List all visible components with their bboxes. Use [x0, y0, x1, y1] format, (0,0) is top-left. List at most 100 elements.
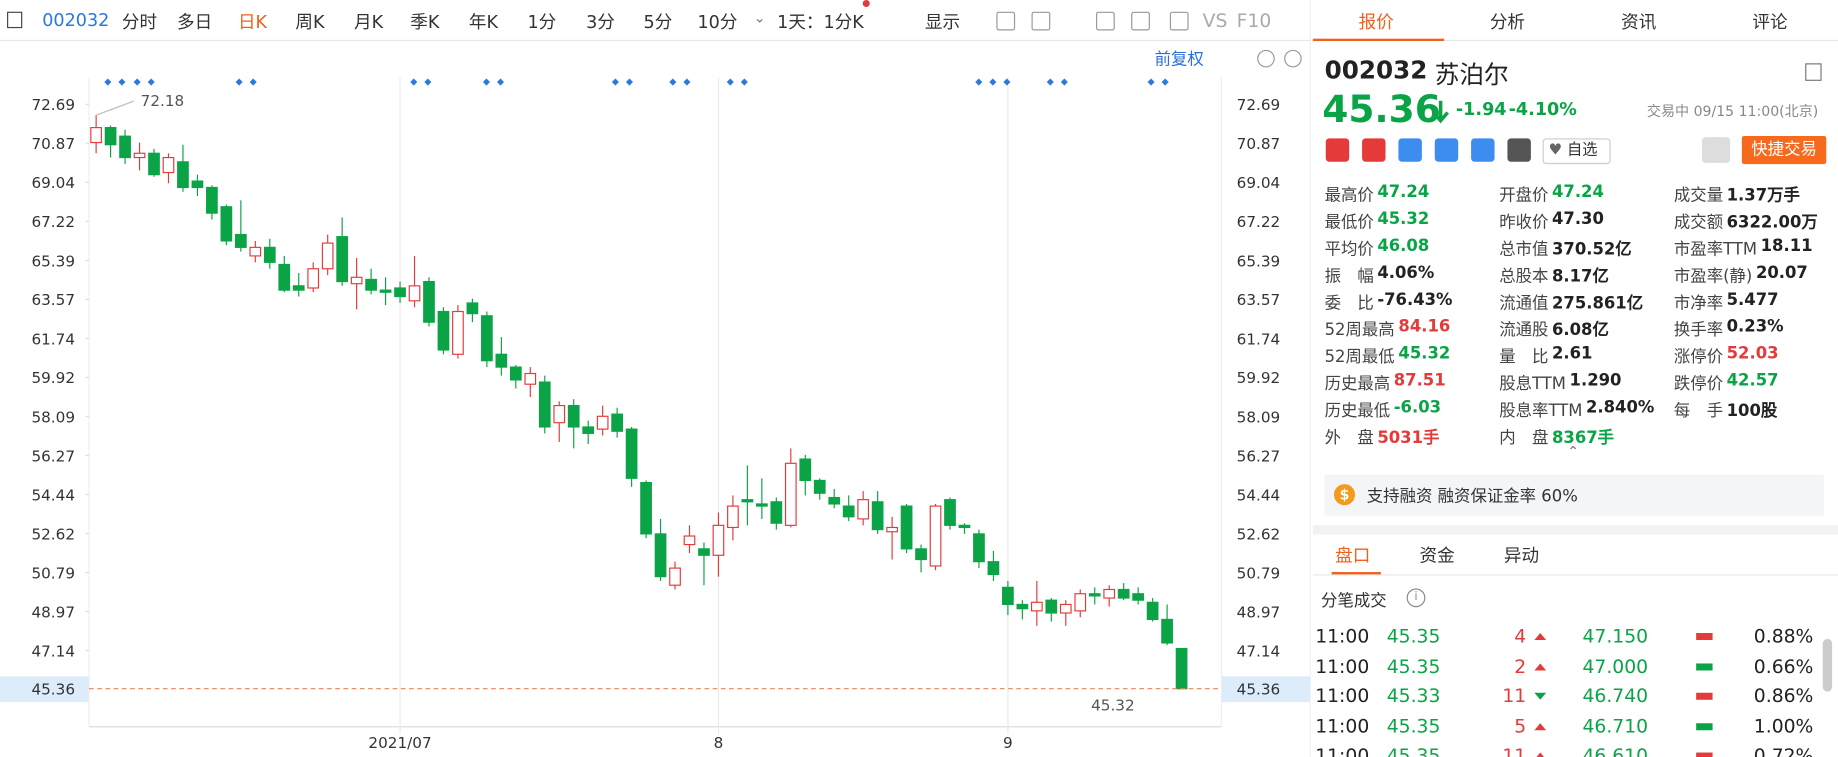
- event-marker: [669, 78, 677, 86]
- quote-tab[interactable]: 报价: [1358, 11, 1394, 33]
- trade-time: 11:00: [1315, 714, 1370, 737]
- tool-icon[interactable]: [1131, 11, 1150, 31]
- y-tick-label: 67.22: [31, 213, 75, 231]
- alert-button[interactable]: [1702, 137, 1731, 163]
- feature-icon[interactable]: [1507, 138, 1531, 162]
- section-gap: [1312, 525, 1838, 535]
- stat-value: 45.32: [1398, 344, 1451, 364]
- zoom-out[interactable]: [1257, 49, 1275, 68]
- period-tab[interactable]: 1分: [527, 11, 557, 33]
- candle-body: [871, 501, 884, 531]
- candle-body: [466, 302, 479, 315]
- candle-body: [683, 535, 696, 546]
- vs-button[interactable]: VS: [1202, 9, 1228, 32]
- stat-value: 370.52亿: [1551, 240, 1632, 260]
- tool-icon[interactable]: [1095, 11, 1115, 31]
- event-marker: [625, 78, 633, 86]
- trade-time: 11:00: [1315, 684, 1370, 707]
- event-marker: [1147, 78, 1155, 86]
- candle-body: [1117, 588, 1130, 599]
- scrollbar[interactable]: [1822, 638, 1833, 692]
- feature-icon[interactable]: [1362, 138, 1386, 162]
- period-tab[interactable]: 分时: [121, 11, 158, 33]
- info-icon[interactable]: i: [1406, 588, 1426, 608]
- period-select[interactable]: 1天：1分K: [777, 11, 864, 33]
- y-tick-label: 70.87: [31, 135, 75, 153]
- stat-label: 总市值: [1499, 240, 1549, 260]
- period-tab[interactable]: 周K: [295, 11, 325, 33]
- dropdown[interactable]: ⌄: [753, 9, 766, 26]
- y-tick-label: 59.92: [31, 369, 75, 387]
- toolbar: [0, 0, 1311, 42]
- feature-icon[interactable]: [1398, 138, 1422, 162]
- period-tab[interactable]: 3分: [586, 11, 615, 33]
- adjust-label[interactable]: 前复权: [1154, 50, 1204, 70]
- stat-label: 委 比: [1324, 294, 1374, 313]
- feature-icon[interactable]: [1325, 138, 1350, 162]
- candle-body: [321, 242, 334, 270]
- y2-tick-label: 65.39: [1237, 252, 1281, 270]
- tool-icon[interactable]: [996, 11, 1016, 31]
- y-tick-label: 54.44: [31, 486, 75, 504]
- candle-body: [119, 135, 131, 159]
- period-tab[interactable]: 多日: [177, 11, 213, 33]
- display-select[interactable]: 显示: [924, 11, 961, 33]
- stat-value: 8367手: [1551, 429, 1615, 448]
- candle-body: [162, 156, 175, 174]
- candle-body: [307, 268, 320, 289]
- period-tab[interactable]: 10分: [697, 11, 738, 33]
- y2-tick-label: 70.87: [1237, 135, 1281, 153]
- feature-icon[interactable]: [1434, 138, 1459, 162]
- event-marker: [424, 78, 432, 86]
- sub-tab[interactable]: 异动: [1503, 545, 1540, 567]
- expand-caret[interactable]: ⌃: [1567, 443, 1580, 460]
- menu-icon[interactable]: [7, 11, 23, 29]
- trade-volume: 2: [1514, 654, 1527, 677]
- sub-tabs-line: [1312, 574, 1838, 576]
- period-tab[interactable]: 季K: [410, 11, 440, 33]
- candle-body: [1161, 618, 1173, 644]
- y-tick-label: 69.04: [31, 174, 75, 192]
- stock-code[interactable]: 002032: [42, 9, 110, 31]
- zoom-in[interactable]: [1284, 49, 1302, 68]
- y-tick-label: 61.74: [31, 330, 75, 348]
- candle-body: [278, 263, 291, 291]
- y2-tick-label: 63.57: [1237, 291, 1281, 309]
- event-marker: [1161, 78, 1169, 86]
- quote-tab[interactable]: 资讯: [1621, 11, 1657, 33]
- candle-body: [944, 499, 956, 526]
- stat-label: 涨停价: [1673, 348, 1724, 367]
- period-tab[interactable]: 5分: [643, 11, 673, 33]
- tool-icon[interactable]: [1169, 11, 1189, 31]
- period-tab[interactable]: 年K: [468, 11, 498, 33]
- stock-price: 45.36: [1322, 86, 1441, 132]
- trade-price: 45.35: [1386, 744, 1441, 757]
- f10-button[interactable]: F10: [1236, 9, 1272, 32]
- trade-button[interactable]: 快捷交易: [1741, 135, 1827, 165]
- y-tick-label: 56.27: [31, 447, 75, 465]
- watch-button[interactable]: ♥ 自选: [1542, 138, 1611, 165]
- trade-price: 45.35: [1386, 714, 1441, 737]
- event-marker: [133, 78, 141, 86]
- trade-pct: 1.00%: [1753, 714, 1814, 737]
- trade-ref: 47.000: [1582, 654, 1649, 677]
- period-tab[interactable]: 日K: [237, 11, 268, 33]
- candle-body: [1074, 593, 1087, 612]
- sub-tab[interactable]: 盘口: [1335, 545, 1371, 567]
- stat-label: 流通值: [1499, 294, 1549, 313]
- stat-label: 平均价: [1324, 240, 1374, 260]
- quote-tab[interactable]: 分析: [1489, 11, 1526, 33]
- feature-icon[interactable]: [1471, 138, 1495, 162]
- candle-body: [929, 505, 942, 567]
- stat-value: 45.32: [1377, 209, 1430, 229]
- chart: 72.69 72.69 70.87 70.87 69.04 69.04 67.22 67.22…: [0, 0, 1311, 757]
- trade-arrow: [1534, 692, 1547, 700]
- tool-icon[interactable]: [1031, 11, 1051, 31]
- sub-tab[interactable]: 资金: [1419, 545, 1455, 567]
- event-marker: [482, 78, 490, 86]
- quote-tab[interactable]: 评论: [1752, 11, 1788, 33]
- more-icon[interactable]: [1805, 63, 1822, 81]
- stat-value: 47.24: [1377, 182, 1430, 202]
- period-tab[interactable]: 月K: [354, 11, 384, 33]
- stat-value: 42.57: [1726, 371, 1779, 391]
